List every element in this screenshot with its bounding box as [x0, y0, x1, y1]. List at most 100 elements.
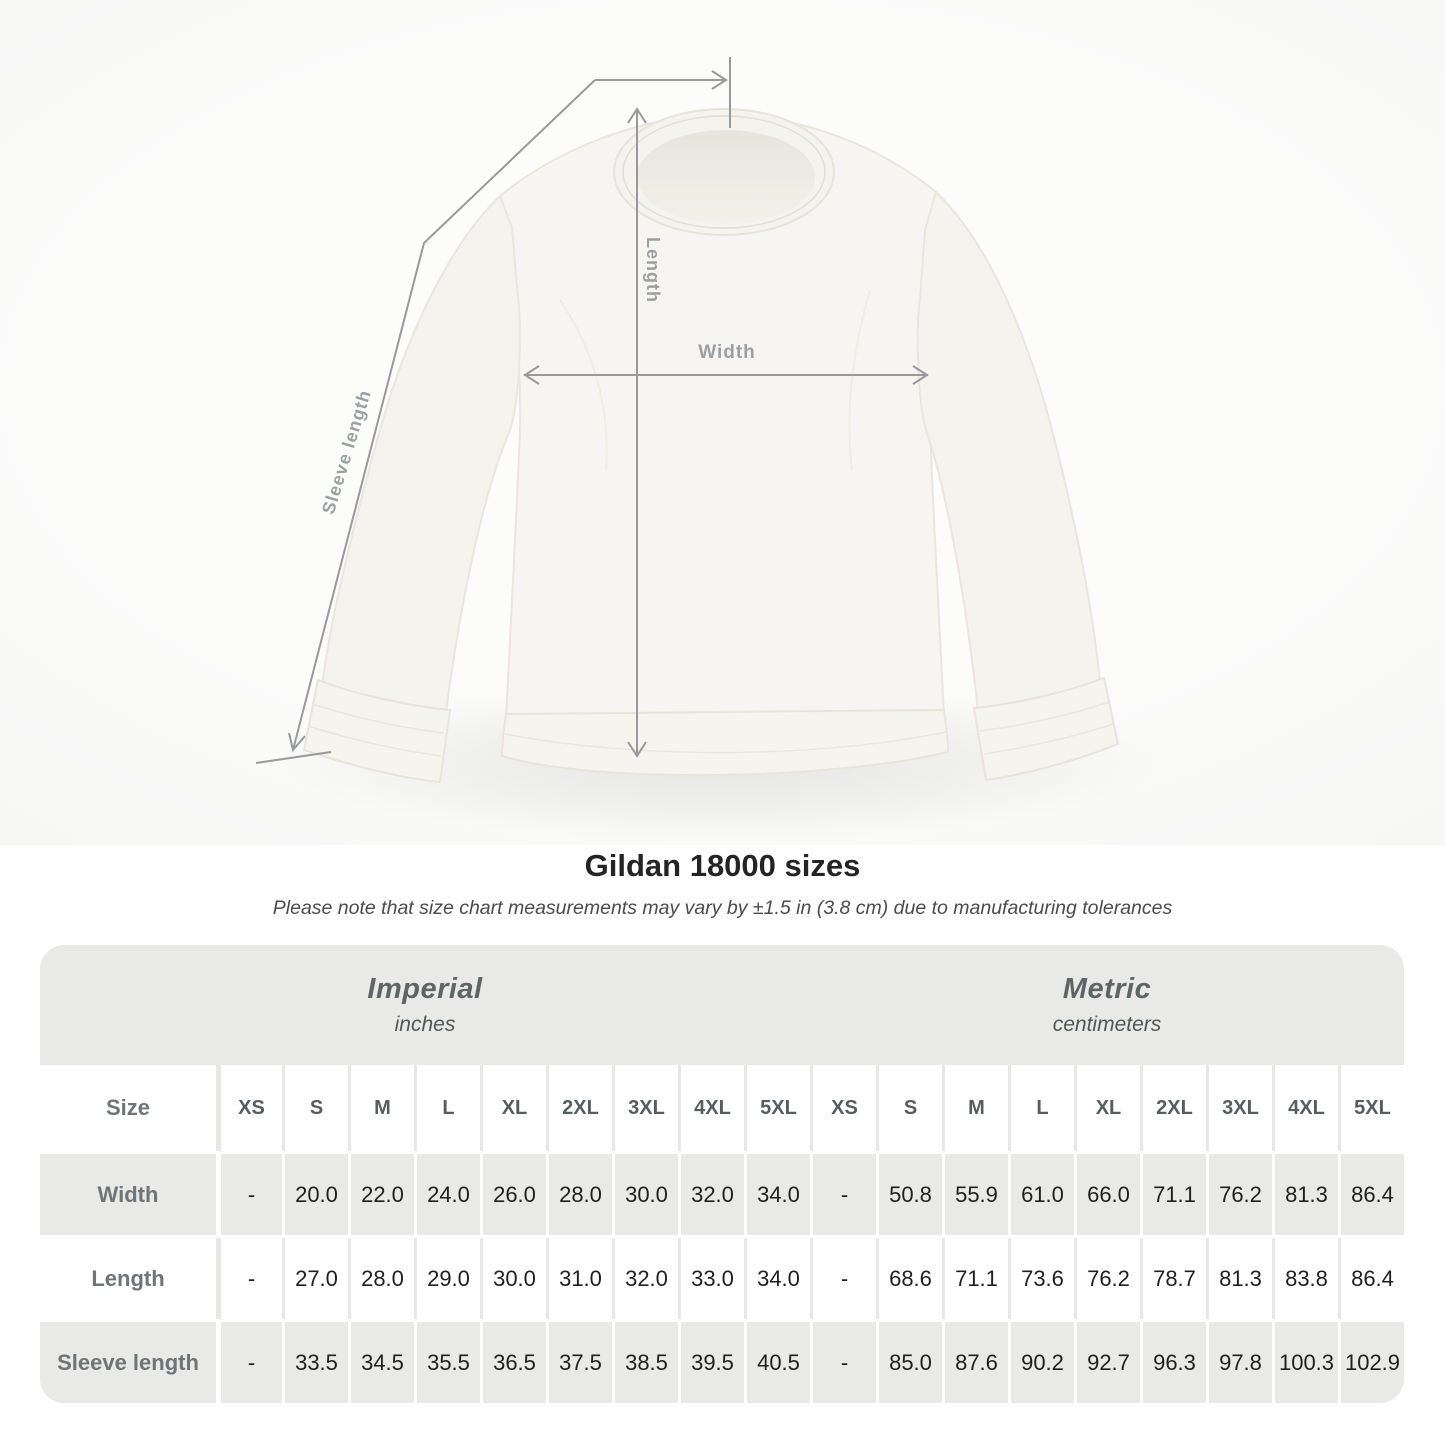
- value-cell: 96.3: [1140, 1322, 1206, 1403]
- value-cell: 81.3: [1206, 1238, 1272, 1319]
- value-cell: 50.8: [876, 1154, 942, 1235]
- value-cell: 33.5: [282, 1322, 348, 1403]
- hem-band: [500, 708, 950, 777]
- size-header: 5XL: [744, 1065, 810, 1151]
- value-cell: 61.0: [1008, 1154, 1074, 1235]
- value-cell: 71.1: [1140, 1154, 1206, 1235]
- value-cell: 34.0: [744, 1238, 810, 1319]
- value-cell: 22.0: [348, 1154, 414, 1235]
- collar-opening: [637, 130, 815, 224]
- value-cell: -: [810, 1322, 876, 1403]
- value-cell: 40.5: [744, 1322, 810, 1403]
- value-cell: 73.6: [1008, 1238, 1074, 1319]
- size-chart-table: Imperial inches Metric centimeters Size …: [40, 945, 1404, 1403]
- value-cell: 32.0: [678, 1154, 744, 1235]
- value-cell: 97.8: [1206, 1322, 1272, 1403]
- value-cell: 85.0: [876, 1322, 942, 1403]
- size-header: XL: [480, 1065, 546, 1151]
- value-cell: 26.0: [480, 1154, 546, 1235]
- row-label: Width: [97, 1181, 159, 1207]
- size-header: 5XL: [1338, 1065, 1404, 1151]
- value-cell: 36.5: [480, 1322, 546, 1403]
- value-cell: 35.5: [414, 1322, 480, 1403]
- size-header: 4XL: [1272, 1065, 1338, 1151]
- right-cuff-ribs: [979, 701, 1115, 755]
- value-cell: 29.0: [414, 1238, 480, 1319]
- value-cell: 30.0: [612, 1154, 678, 1235]
- left-cuff: [302, 678, 452, 784]
- value-cell: 28.0: [546, 1154, 612, 1235]
- collar-seam: [622, 115, 826, 229]
- length-arrow-up: [627, 107, 647, 124]
- value-cell: -: [810, 1238, 876, 1319]
- hem-rib: [504, 731, 947, 754]
- value-cell: -: [216, 1322, 282, 1403]
- value-cell: 31.0: [546, 1238, 612, 1319]
- width-annotation-label: Width: [698, 342, 756, 363]
- table-row-width: Width - 20.0 22.0 24.0 26.0 28.0 30.0 32…: [40, 1151, 1404, 1235]
- value-cell: -: [810, 1154, 876, 1235]
- size-header: XS: [216, 1065, 282, 1151]
- table-row-sleeve-length: Sleeve length - 33.5 34.5 35.5 36.5 37.5…: [40, 1319, 1404, 1403]
- value-cell: 55.9: [942, 1154, 1008, 1235]
- value-cell: 76.2: [1074, 1238, 1140, 1319]
- size-header-row: Size XS S M L XL 2XL 3XL 4XL 5XL XS S M …: [40, 1065, 1404, 1151]
- length-annotation-label: Length: [643, 237, 663, 303]
- value-cell: 30.0: [480, 1238, 546, 1319]
- measurement-lines: [255, 57, 929, 764]
- unit-group-imperial: Imperial inches: [40, 945, 810, 1065]
- value-cell: 20.0: [282, 1154, 348, 1235]
- size-header: XS: [810, 1065, 876, 1151]
- value-cell: 34.5: [348, 1322, 414, 1403]
- size-header: L: [1008, 1065, 1074, 1151]
- value-cell: 90.2: [1008, 1322, 1074, 1403]
- width-arrow-right: [912, 365, 929, 385]
- value-cell: 87.6: [942, 1322, 1008, 1403]
- value-cell: 33.0: [678, 1238, 744, 1319]
- unit-group-unit: inches: [394, 1013, 456, 1036]
- tolerance-note: Please note that size chart measurements…: [272, 897, 1173, 919]
- size-header: S: [282, 1065, 348, 1151]
- value-cell: 92.7: [1074, 1322, 1140, 1403]
- sleeve-arrow: [288, 732, 306, 753]
- page-title: Gildan 18000 sizes: [584, 848, 861, 883]
- value-cell: 76.2: [1206, 1154, 1272, 1235]
- sweatshirt-illustration: [255, 57, 1160, 840]
- width-arrow-left: [523, 365, 540, 385]
- row-label: Length: [91, 1265, 165, 1291]
- value-cell: 24.0: [414, 1154, 480, 1235]
- unit-group-name: Imperial: [367, 973, 483, 1005]
- value-cell: 37.5: [546, 1322, 612, 1403]
- size-header: M: [348, 1065, 414, 1151]
- right-cuff: [972, 676, 1120, 782]
- value-cell: 78.7: [1140, 1238, 1206, 1319]
- value-cell: 27.0: [282, 1238, 348, 1319]
- size-column-header: Size: [105, 1095, 151, 1120]
- value-cell: 83.8: [1272, 1238, 1338, 1319]
- left-cuff-ribs: [307, 703, 445, 757]
- value-cell: -: [216, 1238, 282, 1319]
- table-row-length: Length - 27.0 28.0 29.0 30.0 31.0 32.0 3…: [40, 1235, 1404, 1319]
- row-label: Sleeve length: [57, 1349, 199, 1375]
- value-cell: 32.0: [612, 1238, 678, 1319]
- value-cell: 38.5: [612, 1322, 678, 1403]
- value-cell: 102.9: [1338, 1322, 1404, 1403]
- size-header: XL: [1074, 1065, 1140, 1151]
- value-cell: 34.0: [744, 1154, 810, 1235]
- product-photo: Length Width Sleeve length: [0, 0, 1445, 845]
- right-sleeve: [916, 190, 1102, 712]
- value-cell: 39.5: [678, 1322, 744, 1403]
- value-cell: 81.3: [1272, 1154, 1338, 1235]
- value-cell: 86.4: [1338, 1154, 1404, 1235]
- value-cell: 66.0: [1074, 1154, 1140, 1235]
- unit-group-unit: centimeters: [1052, 1013, 1162, 1036]
- unit-group-name: Metric: [1062, 973, 1152, 1005]
- sleeve-tick: [255, 751, 332, 764]
- value-cell: -: [216, 1154, 282, 1235]
- fabric-folds: [559, 289, 871, 471]
- size-header: L: [414, 1065, 480, 1151]
- shoulder-arrow: [711, 70, 728, 90]
- unit-group-metric: Metric centimeters: [810, 945, 1404, 1065]
- size-header: S: [876, 1065, 942, 1151]
